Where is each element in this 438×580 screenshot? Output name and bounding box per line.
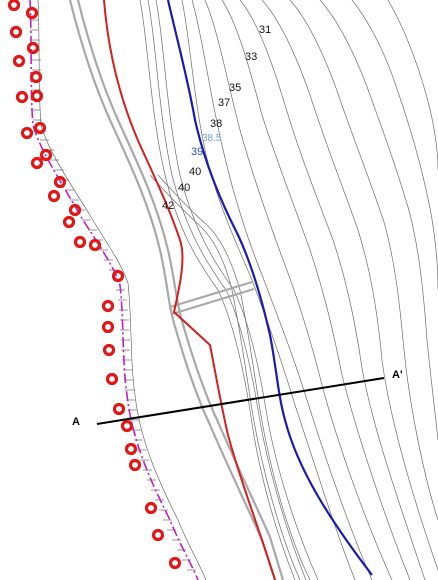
blue-line [166, 0, 373, 576]
road-edge-right [76, 0, 285, 580]
red-ring-marker [105, 372, 119, 386]
red-ring-marker [101, 299, 115, 313]
red-ring-marker [29, 70, 43, 84]
boundary-hatching [30, 19, 196, 571]
section-start-label: A [72, 416, 80, 428]
red-ring-marker [88, 238, 102, 252]
red-ring-marker [151, 528, 165, 542]
red-ring-marker [144, 501, 158, 515]
section-line [96, 377, 385, 425]
red-ring-marker [39, 148, 53, 162]
contour-line [181, 0, 356, 580]
contour-line [351, 0, 438, 291]
contour-line [139, 0, 296, 580]
contour-label-40-lower: 40 [178, 182, 190, 194]
cross-connector-top [169, 280, 253, 309]
red-ring-marker [102, 343, 116, 357]
red-ring-marker [26, 41, 40, 55]
red-ring-marker [101, 320, 115, 334]
red-ring-marker [128, 458, 142, 472]
contour-label-38: 38 [210, 118, 222, 130]
red-ring-marker [124, 442, 138, 456]
red-ring-marker [33, 121, 47, 135]
red-ring-marker [15, 90, 29, 104]
red-ring-marker [68, 203, 82, 217]
contour-line [155, 0, 319, 580]
cross-connector-bottom [171, 287, 255, 316]
red-ring-marker [30, 156, 44, 170]
red-ring-marker [7, 0, 21, 12]
red-ring-marker [62, 215, 76, 229]
section-end-label: A' [392, 369, 403, 381]
contour-lines [139, 0, 438, 580]
red-ring-marker [111, 269, 125, 283]
contour-line [221, 0, 411, 580]
contour-line [289, 0, 438, 521]
contour-line [149, 174, 301, 580]
contour-line [239, 0, 426, 580]
red-line [103, 0, 276, 580]
contour-line [204, 0, 393, 580]
contour-line [319, 0, 438, 441]
red-ring-marker [20, 126, 34, 140]
red-ring-marker [9, 25, 23, 39]
contour-label-31: 31 [259, 24, 271, 36]
point-markers [7, 0, 182, 570]
contour-line [387, 0, 438, 171]
contour-label-38-5: 38.5 [202, 133, 222, 144]
contour-label-35: 35 [229, 82, 241, 94]
road-edge-left [68, 0, 277, 580]
contour-label-39: 39 [191, 146, 203, 158]
red-ring-marker [25, 6, 39, 20]
red-ring-marker [53, 175, 67, 189]
red-ring-marker [73, 235, 87, 249]
contour-label-42: 42 [162, 200, 174, 212]
red-ring-marker [112, 402, 126, 416]
red-ring-marker [12, 54, 26, 68]
road-edges [68, 0, 285, 580]
red-ring-marker [120, 419, 134, 433]
contour-line [261, 0, 438, 571]
magenta-boundary-line [29, 0, 199, 580]
contour-line [191, 0, 373, 580]
contour-label-37: 37 [218, 97, 230, 109]
contour-line [157, 174, 311, 580]
boundary-outer-edge [37, 0, 207, 580]
contour-label-40-upper: 40 [189, 166, 201, 178]
contour-label-33: 33 [245, 51, 257, 63]
red-ring-marker [47, 189, 61, 203]
red-ring-marker [30, 89, 44, 103]
red-ring-marker [168, 556, 182, 570]
